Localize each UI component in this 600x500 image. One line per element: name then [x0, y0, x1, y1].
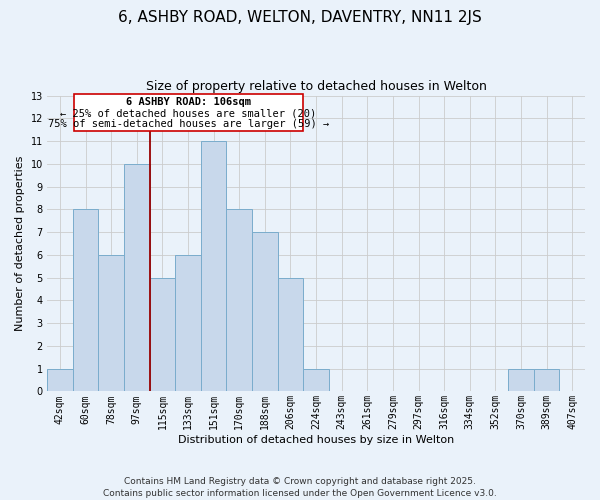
Text: Contains HM Land Registry data © Crown copyright and database right 2025.
Contai: Contains HM Land Registry data © Crown c… [103, 476, 497, 498]
Bar [508, 368, 534, 392]
Text: 75% of semi-detached houses are larger (59) →: 75% of semi-detached houses are larger (… [48, 120, 329, 130]
Bar [98, 255, 124, 392]
FancyBboxPatch shape [74, 94, 303, 131]
Title: Size of property relative to detached houses in Welton: Size of property relative to detached ho… [146, 80, 487, 93]
Bar [252, 232, 278, 392]
Text: 6, ASHBY ROAD, WELTON, DAVENTRY, NN11 2JS: 6, ASHBY ROAD, WELTON, DAVENTRY, NN11 2J… [118, 10, 482, 25]
Bar [175, 255, 201, 392]
X-axis label: Distribution of detached houses by size in Welton: Distribution of detached houses by size … [178, 435, 454, 445]
Text: ← 25% of detached houses are smaller (20): ← 25% of detached houses are smaller (20… [61, 108, 317, 118]
Y-axis label: Number of detached properties: Number of detached properties [15, 156, 25, 331]
Bar [534, 368, 559, 392]
Bar [303, 368, 329, 392]
Bar [124, 164, 149, 392]
Bar [278, 278, 303, 392]
Text: 6 ASHBY ROAD: 106sqm: 6 ASHBY ROAD: 106sqm [126, 98, 251, 108]
Bar [226, 210, 252, 392]
Bar [73, 210, 98, 392]
Bar [201, 141, 226, 392]
Bar [149, 278, 175, 392]
Bar [47, 368, 73, 392]
